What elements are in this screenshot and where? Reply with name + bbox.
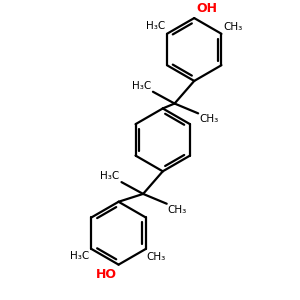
Text: CH₃: CH₃ <box>147 252 166 262</box>
Text: H₃C: H₃C <box>70 251 89 261</box>
Text: H₃C: H₃C <box>100 171 119 181</box>
Text: CH₃: CH₃ <box>224 22 243 32</box>
Text: CH₃: CH₃ <box>199 114 218 124</box>
Text: H₃C: H₃C <box>132 81 151 91</box>
Text: HO: HO <box>96 268 117 281</box>
Text: H₃C: H₃C <box>146 21 165 31</box>
Text: OH: OH <box>196 2 217 15</box>
Text: CH₃: CH₃ <box>168 205 187 215</box>
